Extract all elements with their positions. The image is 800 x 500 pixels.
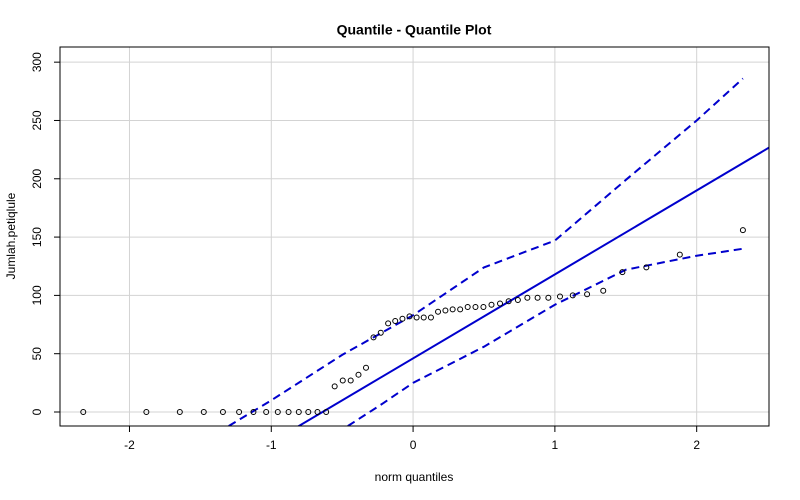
data-point — [200, 409, 207, 416]
data-point — [355, 371, 362, 378]
y-tick-label: 200 — [30, 168, 44, 188]
data-point — [457, 306, 464, 313]
y-tick-label: 50 — [30, 347, 44, 361]
data-point — [534, 294, 541, 301]
data-point — [480, 304, 487, 311]
data-point — [556, 293, 563, 300]
data-point — [584, 291, 591, 298]
envelope-line — [347, 247, 744, 426]
x-axis-label: norm quantiles — [375, 470, 454, 484]
y-axis-label: Jumlah.petiqlule — [4, 192, 18, 279]
data-point — [80, 409, 87, 416]
data-point — [323, 409, 330, 416]
y-tick-label: 300 — [30, 52, 44, 72]
data-point — [420, 314, 427, 321]
data-point — [176, 409, 183, 416]
data-point — [497, 300, 504, 307]
data-point — [339, 377, 346, 384]
x-tick-label: 0 — [410, 438, 417, 452]
data-point — [569, 292, 576, 299]
data-point — [236, 409, 243, 416]
y-tick-label: 250 — [30, 110, 44, 130]
data-point — [250, 409, 257, 416]
data-point — [643, 264, 650, 271]
data-point — [274, 409, 281, 416]
chart-title: Quantile - Quantile Plot — [337, 22, 492, 38]
data-point — [331, 383, 338, 390]
data-point — [472, 304, 479, 311]
data-point — [413, 314, 420, 321]
data-point — [219, 409, 226, 416]
data-point — [464, 304, 471, 311]
data-point — [347, 377, 354, 384]
data-point — [385, 320, 392, 327]
x-tick-label: 2 — [693, 438, 700, 452]
data-point — [449, 306, 456, 313]
data-point — [370, 334, 377, 341]
data-point — [363, 364, 370, 371]
y-tick-label: 0 — [30, 408, 44, 415]
plot-area — [0, 71, 769, 426]
x-tick-label: -2 — [124, 438, 135, 452]
x-tick-label: 1 — [552, 438, 559, 452]
data-point — [427, 314, 434, 321]
data-point — [0, 71, 3, 76]
plot-frame — [59, 46, 770, 427]
data-point — [514, 297, 521, 304]
data-point — [505, 298, 512, 305]
data-point — [314, 409, 321, 416]
data-point — [524, 294, 531, 301]
data-point — [263, 409, 270, 416]
data-point — [739, 227, 746, 234]
data-point — [435, 308, 442, 315]
data-point — [545, 294, 552, 301]
data-point — [377, 329, 384, 336]
y-tick-label: 100 — [30, 285, 44, 305]
data-point — [619, 269, 626, 276]
y-tick-label: 150 — [30, 227, 44, 247]
data-point — [488, 301, 495, 308]
x-tick-label: -1 — [266, 438, 277, 452]
data-point — [285, 409, 292, 416]
data-point — [442, 307, 449, 314]
reference-line — [296, 146, 769, 426]
data-point — [600, 287, 607, 294]
data-point — [392, 318, 399, 325]
data-point — [676, 251, 683, 258]
data-point — [305, 409, 312, 416]
envelope-line — [228, 77, 744, 426]
data-point — [406, 313, 413, 320]
data-point — [295, 409, 302, 416]
data-point — [399, 315, 406, 322]
data-point — [143, 409, 150, 416]
